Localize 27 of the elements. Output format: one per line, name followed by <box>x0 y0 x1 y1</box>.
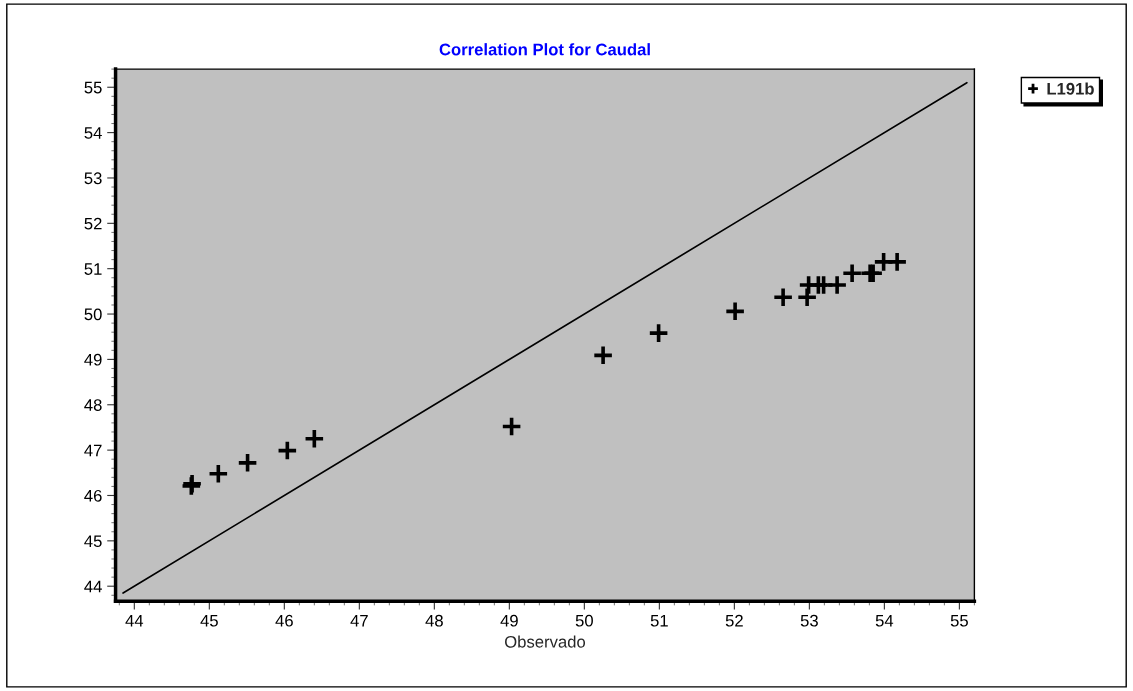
x-tick-label: 46 <box>275 614 293 627</box>
x-tick-label: 49 <box>500 614 518 627</box>
x-tick-label: 45 <box>200 614 218 627</box>
x-tick-label: 53 <box>800 614 818 627</box>
chart-title: Correlation Plot for Caudal <box>439 43 650 56</box>
y-tick-label: 45 <box>84 535 102 548</box>
y-tick-label: 48 <box>84 399 102 411</box>
x-tick-label: 48 <box>425 614 443 627</box>
x-tick-label: 54 <box>875 614 894 627</box>
legend-label: L191b <box>1047 82 1094 95</box>
x-axis-title: Observado <box>505 635 586 648</box>
y-tick-label: 52 <box>84 217 102 230</box>
x-tick-label: 51 <box>650 614 668 627</box>
y-tick-label: 49 <box>84 353 102 366</box>
y-tick-label: 46 <box>84 489 102 502</box>
y-tick-label: 55 <box>84 81 102 94</box>
x-tick-label: 55 <box>950 614 968 627</box>
y-tick-label: 44 <box>84 580 102 593</box>
y-tick-label: 47 <box>84 444 102 457</box>
y-tick-label: 50 <box>84 308 102 321</box>
y-tick-label: 54 <box>84 127 102 139</box>
y-tick-label: 53 <box>84 172 102 185</box>
x-tick-label: 52 <box>725 614 743 627</box>
x-tick-label: 50 <box>575 614 593 627</box>
x-tick-label: 44 <box>125 614 144 627</box>
x-tick-label: 47 <box>350 614 368 627</box>
y-tick-label: 51 <box>84 263 102 275</box>
